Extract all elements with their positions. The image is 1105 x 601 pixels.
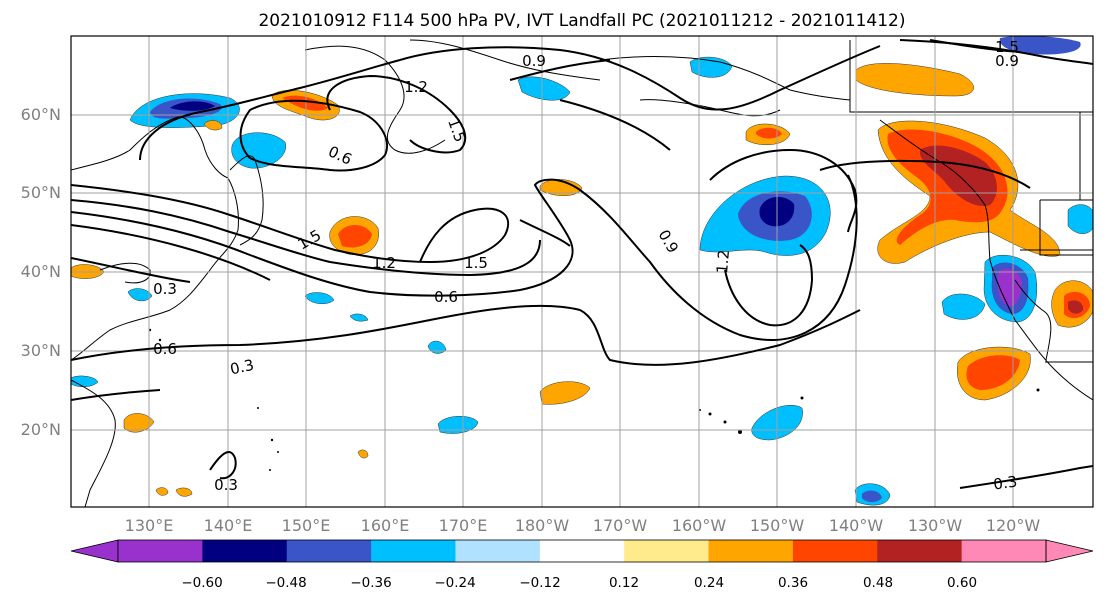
colorbar-extend-high: [1045, 539, 1094, 563]
lon-tick-labels: 130°E 140°E 150°E 160°E 170°E 180°W 170°…: [125, 516, 1041, 535]
colorbar-tick: −0.48: [265, 575, 306, 591]
contour-label: 0.3: [992, 472, 1018, 493]
lat-tick: 60°N: [21, 105, 61, 124]
colorbar-tick: −0.60: [181, 575, 222, 591]
contour-label: 0.3: [153, 280, 177, 298]
colorbar-tick: −0.24: [434, 575, 475, 591]
lat-tick: 20°N: [21, 420, 61, 439]
contour-label: 0.6: [434, 288, 458, 306]
colorbar-segment: [877, 540, 963, 562]
lat-tick: 40°N: [21, 262, 61, 281]
figure-title: 2021010912 F114 500 hPa PV, IVT Landfall…: [258, 11, 905, 31]
colorbar-segment: [539, 540, 625, 562]
colorbar: [70, 539, 1094, 563]
contour-label: 1.2: [713, 249, 733, 274]
colorbar-tick-labels: −0.60 −0.48 −0.36 −0.24 −0.12 0.12 0.24 …: [181, 575, 977, 591]
ivt-shading: [71, 36, 1093, 506]
contour-label: 0.3: [214, 476, 238, 494]
lon-tick: 170°E: [439, 516, 488, 535]
lon-tick: 140°W: [829, 516, 884, 535]
lon-tick: 160°E: [361, 516, 410, 535]
colorbar-segment: [118, 540, 203, 562]
contour-label: 1.5: [995, 38, 1019, 56]
colorbar-segment: [455, 540, 541, 562]
lat-tick-labels: 60°N 50°N 40°N 30°N 20°N: [21, 105, 61, 439]
colorbar-tick: 0.24: [694, 575, 724, 591]
colorbar-extend-low: [70, 539, 119, 563]
colorbar-segment: [371, 540, 456, 562]
contour-label: 0.3: [228, 356, 255, 379]
gridlines: [71, 36, 1093, 507]
colorbar-segment: [961, 540, 1047, 562]
lon-tick: 150°W: [750, 516, 805, 535]
contour-label: 1.2: [372, 254, 396, 272]
lon-tick: 150°E: [282, 516, 331, 535]
colorbar-segment: [624, 540, 710, 562]
lon-tick: 140°E: [204, 516, 253, 535]
contour-label: 0.9: [995, 52, 1019, 70]
lat-tick: 30°N: [21, 341, 61, 360]
colorbar-tick: 0.12: [609, 575, 639, 591]
contour-label: 1.5: [464, 254, 488, 272]
lon-tick: 160°W: [672, 516, 727, 535]
colorbar-tick: 0.36: [778, 575, 808, 591]
lon-tick: 170°W: [593, 516, 648, 535]
contour-label: 0.9: [522, 52, 546, 70]
colorbar-tick: −0.12: [519, 575, 560, 591]
map-panel: 0.9 1.2 1.5 0.6 1.5 1.2 1.5 0.9 1.2 0.6 …: [71, 36, 1093, 507]
colorbar-tick: 0.48: [863, 575, 893, 591]
lon-tick: 130°W: [908, 516, 963, 535]
contour-label: 0.6: [153, 340, 177, 358]
colorbar-segment: [202, 540, 288, 562]
lat-tick: 50°N: [21, 183, 61, 202]
coastlines: [71, 39, 1093, 507]
colorbar-frame: [117, 539, 1047, 563]
colorbar-segment: [708, 540, 794, 562]
contour-label: 1.2: [404, 78, 428, 96]
colorbar-tick: 0.60: [947, 575, 977, 591]
lon-tick: 130°E: [125, 516, 174, 535]
lon-tick: 120°W: [986, 516, 1041, 535]
map-frame: [70, 35, 1094, 508]
colorbar-tick: −0.36: [350, 575, 391, 591]
colorbar-segment: [792, 540, 878, 562]
colorbar-segment: [286, 540, 372, 562]
pv-contours: [71, 39, 1093, 489]
lon-tick: 180°W: [515, 516, 570, 535]
